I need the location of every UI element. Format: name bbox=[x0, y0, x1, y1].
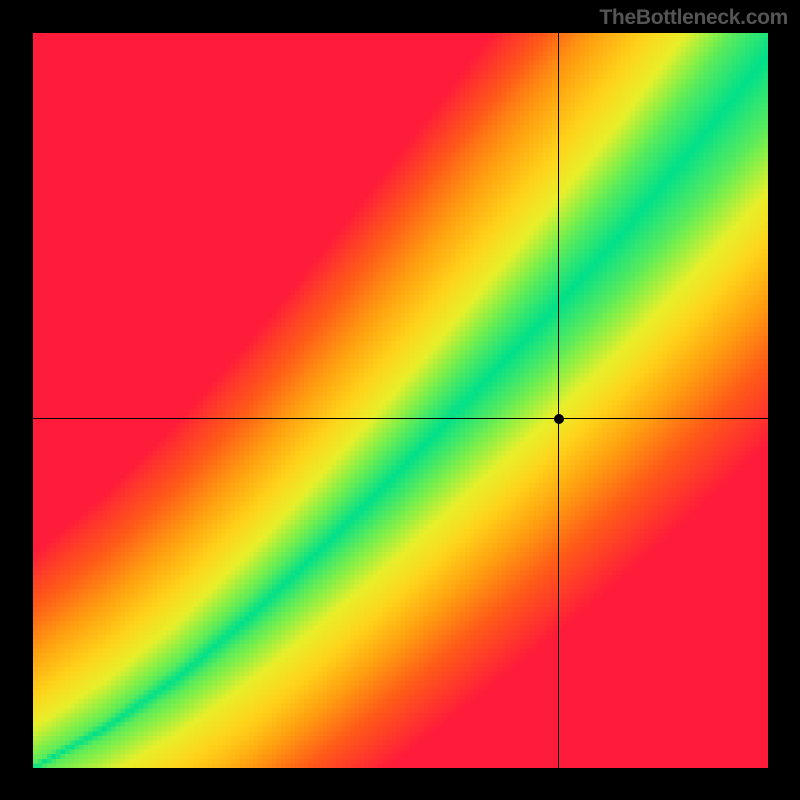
bottleneck-marker bbox=[554, 414, 564, 424]
watermark-text: TheBottleneck.com bbox=[599, 6, 788, 30]
heatmap-canvas bbox=[33, 33, 768, 768]
crosshair-vertical bbox=[558, 33, 559, 768]
chart-container: TheBottleneck.com bbox=[0, 0, 800, 800]
crosshair-horizontal bbox=[33, 418, 768, 419]
